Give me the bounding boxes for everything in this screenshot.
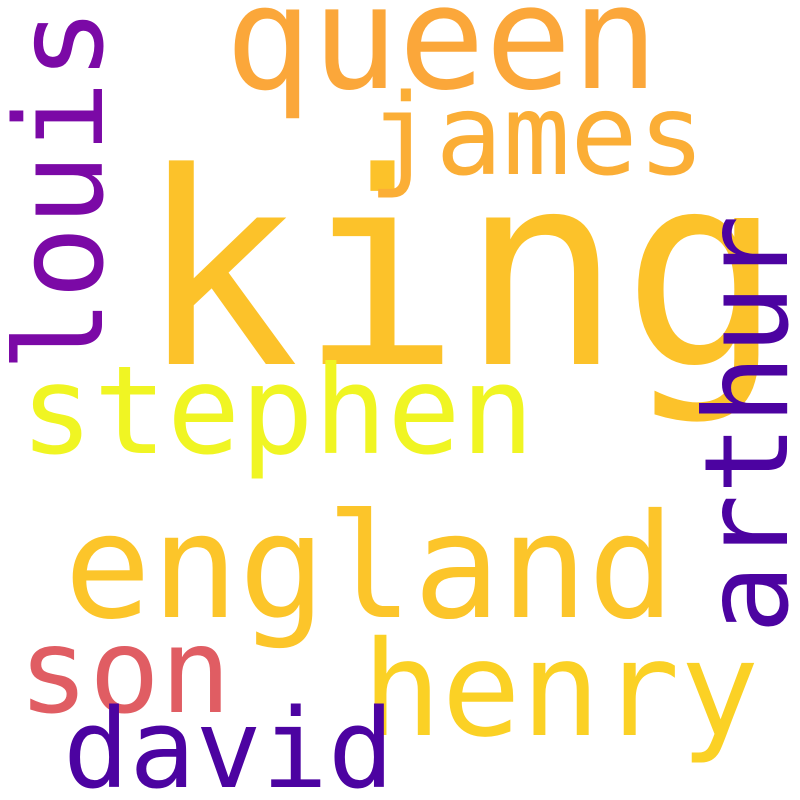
word-james: james [368,71,706,201]
word-queen: queen [225,0,659,122]
word-arthur: arthur [680,214,800,634]
word-stephen: stephen [20,340,535,482]
word-england: england [64,483,676,652]
word-son: son [18,602,232,740]
word-louis: louis [0,7,131,372]
word-henry: henry [362,613,760,767]
word-david: david [63,685,395,800]
word-king: king [138,116,784,428]
